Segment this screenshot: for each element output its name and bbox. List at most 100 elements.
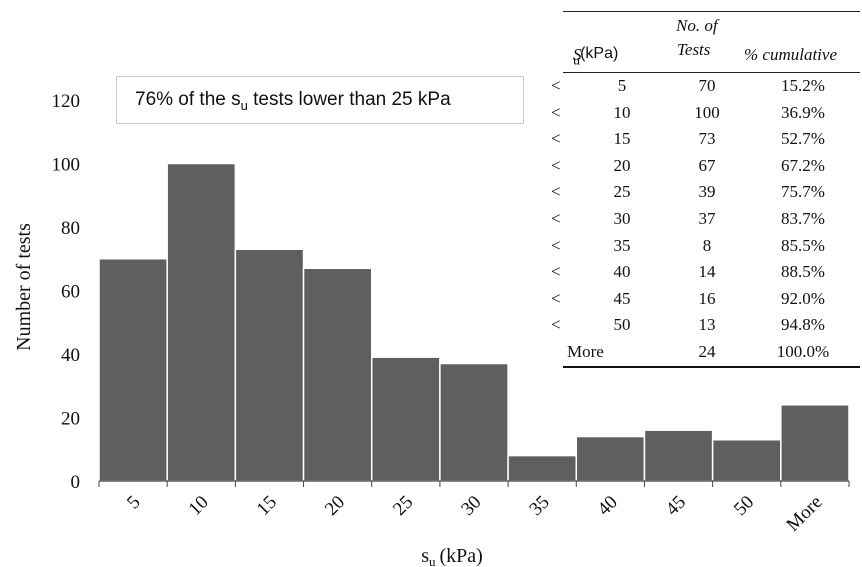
x-tick-label: 30	[457, 492, 485, 520]
table-row: <5 70 15.2%	[551, 73, 860, 100]
row-pct: 67.2%	[781, 155, 825, 175]
row-bin: 25	[613, 182, 631, 202]
row-bin: 30	[613, 208, 631, 228]
table-body: <5 70 15.2% <10 100 36.9% <15 73 52.7% <20 67 67.2%…	[551, 73, 860, 339]
table-row: <50 13 94.8%	[551, 312, 860, 339]
bar-more	[780, 404, 850, 482]
row-operator: <	[551, 262, 561, 282]
bar-45	[643, 429, 714, 482]
row-count: 39	[698, 182, 716, 202]
x-axis-title: su (kPa)	[421, 545, 483, 567]
table-row: <25 39 75.7%	[551, 179, 860, 206]
x-tick-label: More	[782, 492, 826, 536]
more-label: More	[567, 341, 604, 361]
row-count: 37	[698, 208, 716, 228]
y-axis-title: Number of tests	[13, 223, 35, 351]
row-count: 70	[698, 76, 716, 95]
x-tick-label: 25	[389, 492, 417, 520]
row-operator: <	[551, 208, 561, 228]
row-bin: 40	[613, 262, 631, 282]
row-bin: 10	[613, 102, 631, 122]
x-tick-label: 5	[123, 492, 145, 514]
bar-10	[166, 162, 237, 482]
bar-30	[439, 362, 509, 482]
row-pct: 75.7%	[781, 182, 825, 202]
row-pct: 52.7%	[781, 129, 825, 149]
row-bin: 50	[613, 315, 631, 335]
table-row: <35 8 85.5%	[551, 233, 860, 260]
more-count: 24	[698, 341, 716, 361]
y-tick-label: 0	[71, 472, 81, 493]
header-cumulative: % cumulative	[744, 45, 837, 64]
more-pct: 100.0%	[776, 341, 830, 361]
row-operator: <	[551, 102, 561, 122]
row-operator: <	[551, 288, 561, 308]
table-row-more: More 24 100.0%	[563, 339, 860, 366]
x-tick-label: 20	[321, 492, 349, 520]
row-operator: <	[551, 129, 561, 149]
table-row: <40 14 88.5%	[551, 259, 860, 286]
table-row: <15 73 52.7%	[551, 126, 860, 153]
x-tick-label: 15	[253, 492, 281, 520]
row-pct: 94.8%	[781, 315, 825, 335]
row-pct: 83.7%	[781, 208, 825, 228]
bar-15	[234, 248, 305, 482]
y-tick-label: 20	[61, 409, 80, 430]
y-axis-ticks: 0 20 40 60 80 100 120	[52, 91, 81, 493]
row-count: 13	[698, 315, 716, 335]
bar-20	[302, 267, 373, 482]
y-tick-label: 60	[61, 282, 80, 303]
y-tick-label: 80	[61, 218, 80, 239]
row-count: 14	[698, 262, 716, 282]
table-row: <10 100 36.9%	[551, 100, 860, 127]
header-tests-line2: Tests	[677, 40, 711, 59]
x-tick-label: 50	[730, 492, 758, 520]
row-count: 100	[694, 102, 720, 122]
bar-50	[711, 438, 782, 482]
row-operator: <	[551, 155, 561, 175]
row-count: 73	[698, 129, 716, 149]
annotation-box: 76% of the su tests lower than 25 kPa	[116, 76, 524, 124]
table-top-rule	[563, 11, 860, 12]
row-bin: 20	[613, 155, 631, 175]
bar-40	[575, 435, 646, 482]
annotation-text-prefix: 76% of the s	[135, 89, 241, 110]
table-row: <20 67 67.2%	[551, 153, 860, 180]
row-count: 8	[702, 235, 712, 255]
bars-group	[98, 162, 850, 482]
table-bottom-rule	[563, 365, 860, 368]
row-pct: 15.2%	[781, 76, 825, 95]
row-bin: 35	[613, 235, 631, 255]
table-row: <30 37 83.7%	[551, 206, 860, 233]
x-tick-label: 40	[594, 492, 622, 520]
row-operator: <	[551, 182, 561, 202]
x-tick-label: 10	[185, 492, 213, 520]
y-tick-label: 120	[52, 91, 81, 112]
x-tick-label: 45	[662, 492, 690, 520]
row-pct: 85.5%	[781, 235, 825, 255]
bar-5	[98, 258, 168, 482]
row-pct: 88.5%	[781, 262, 825, 282]
table-row: <45 16 92.0%	[551, 286, 860, 313]
row-bin: 15	[613, 129, 631, 149]
row-count: 67	[698, 155, 716, 175]
row-operator: <	[551, 315, 561, 335]
row-bin: 45	[613, 288, 631, 308]
annotation-text-sub: u	[240, 97, 248, 113]
y-tick-label: 100	[52, 155, 81, 176]
row-pct: 36.9%	[781, 102, 825, 122]
row-count: 16	[698, 288, 716, 308]
bar-35	[507, 454, 578, 482]
x-axis-ticks: 5 10 15 20 25 30 35 40 45 50 More	[98, 481, 850, 536]
bar-25	[370, 356, 441, 482]
header-tests-line1: No. of	[676, 16, 718, 35]
row-bin: 5	[617, 76, 627, 95]
row-pct: 92.0%	[781, 288, 825, 308]
row-operator: <	[551, 235, 561, 255]
y-tick-label: 40	[61, 345, 80, 366]
annotation-text-suffix: tests lower than 25 kPa	[247, 89, 451, 110]
